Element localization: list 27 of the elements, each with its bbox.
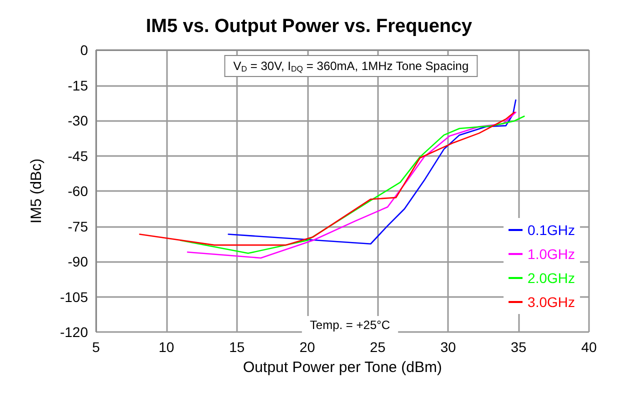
x-axis-title: Output Power per Tone (dBm) bbox=[243, 359, 442, 376]
y-axis-title: IM5 (dBc) bbox=[28, 158, 45, 224]
y-tick-label: -45 bbox=[68, 148, 88, 164]
chart-title: IM5 vs. Output Power vs. Frequency bbox=[146, 16, 473, 37]
y-tick-label: -30 bbox=[68, 112, 88, 128]
legend-label: 0.1GHz bbox=[528, 222, 576, 238]
y-tick-label: 0 bbox=[80, 42, 88, 58]
x-tick-label: 40 bbox=[581, 339, 597, 355]
x-tick-label: 35 bbox=[510, 339, 527, 355]
line-series bbox=[139, 112, 515, 246]
y-tick-label: -90 bbox=[68, 254, 88, 270]
legend-label: 1.0GHz bbox=[528, 246, 576, 262]
y-tick-label: -120 bbox=[60, 324, 88, 340]
x-tick-label: 25 bbox=[370, 339, 386, 355]
x-tick-label: 15 bbox=[229, 339, 245, 355]
x-tick-label: 10 bbox=[158, 339, 174, 355]
x-tick-label: 20 bbox=[299, 339, 316, 355]
legend-label: 3.0GHz bbox=[528, 294, 576, 310]
line-series bbox=[228, 99, 516, 245]
x-tick-label: 5 bbox=[92, 339, 100, 355]
y-tick-label: -60 bbox=[68, 183, 88, 199]
annotation: Temp. = +25°C bbox=[310, 318, 390, 332]
legend-label: 2.0GHz bbox=[528, 270, 576, 286]
x-tick-label: 30 bbox=[440, 339, 456, 355]
y-tick-label: -75 bbox=[68, 218, 88, 234]
y-tick-label: -15 bbox=[68, 77, 88, 94]
y-tick-label: -105 bbox=[60, 288, 88, 305]
